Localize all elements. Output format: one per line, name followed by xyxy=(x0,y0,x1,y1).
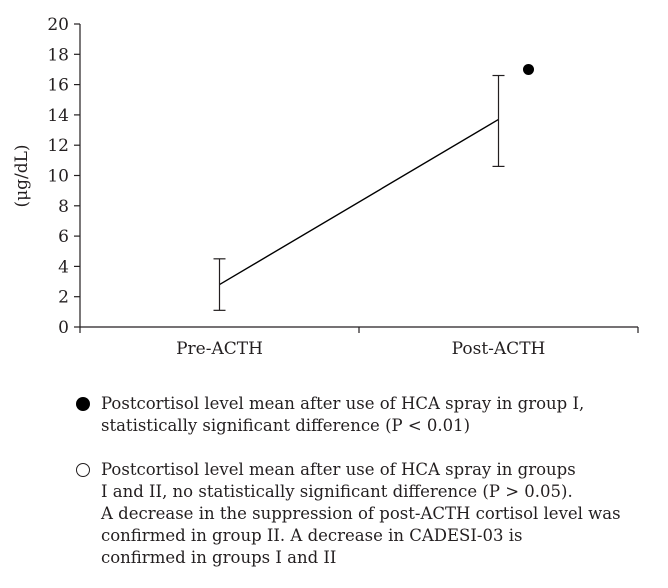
y-tick-label: 6 xyxy=(58,227,69,247)
y-tick-label: 18 xyxy=(47,45,69,65)
y-tick-label: 14 xyxy=(47,106,69,126)
y-tick-label: 8 xyxy=(58,197,69,217)
y-tick-label: 12 xyxy=(47,136,69,156)
filled-circle-icon xyxy=(76,397,90,411)
significance-marker xyxy=(523,63,534,75)
y-tick-label: 16 xyxy=(47,76,69,96)
y-tick-label: 4 xyxy=(58,257,69,277)
x-ticks: Pre-ACTH Post-ACTH xyxy=(79,327,639,359)
series-layer xyxy=(213,63,534,311)
legend-item-filled: Postcortisol level mean after use of HCA… xyxy=(76,393,661,437)
x-tick-label: Pre-ACTH xyxy=(176,339,263,359)
series-line xyxy=(219,118,499,286)
legend-text-open: Postcortisol level mean after use of HCA… xyxy=(101,460,621,567)
axes xyxy=(79,24,638,328)
y-tick-label: 10 xyxy=(47,167,69,187)
y-tick-label: 20 xyxy=(47,15,69,35)
y-ticks: 0 2 4 6 8 10 12 14 16 18 20 xyxy=(47,15,80,338)
legend-text-filled: Postcortisol level mean after use of HCA… xyxy=(101,394,585,435)
y-tick-label: 2 xyxy=(58,288,69,308)
y-axis-label: (μg/dL) xyxy=(12,144,32,207)
x-tick-label: Post-ACTH xyxy=(452,339,546,359)
y-tick-label: 0 xyxy=(58,318,69,338)
legend-item-open: Postcortisol level mean after use of HCA… xyxy=(76,459,661,569)
chart: 0 2 4 6 8 10 12 14 16 18 20 Pre-ACTH Post-ACTH (μg/… xyxy=(12,15,639,359)
open-circle-icon xyxy=(76,463,90,477)
